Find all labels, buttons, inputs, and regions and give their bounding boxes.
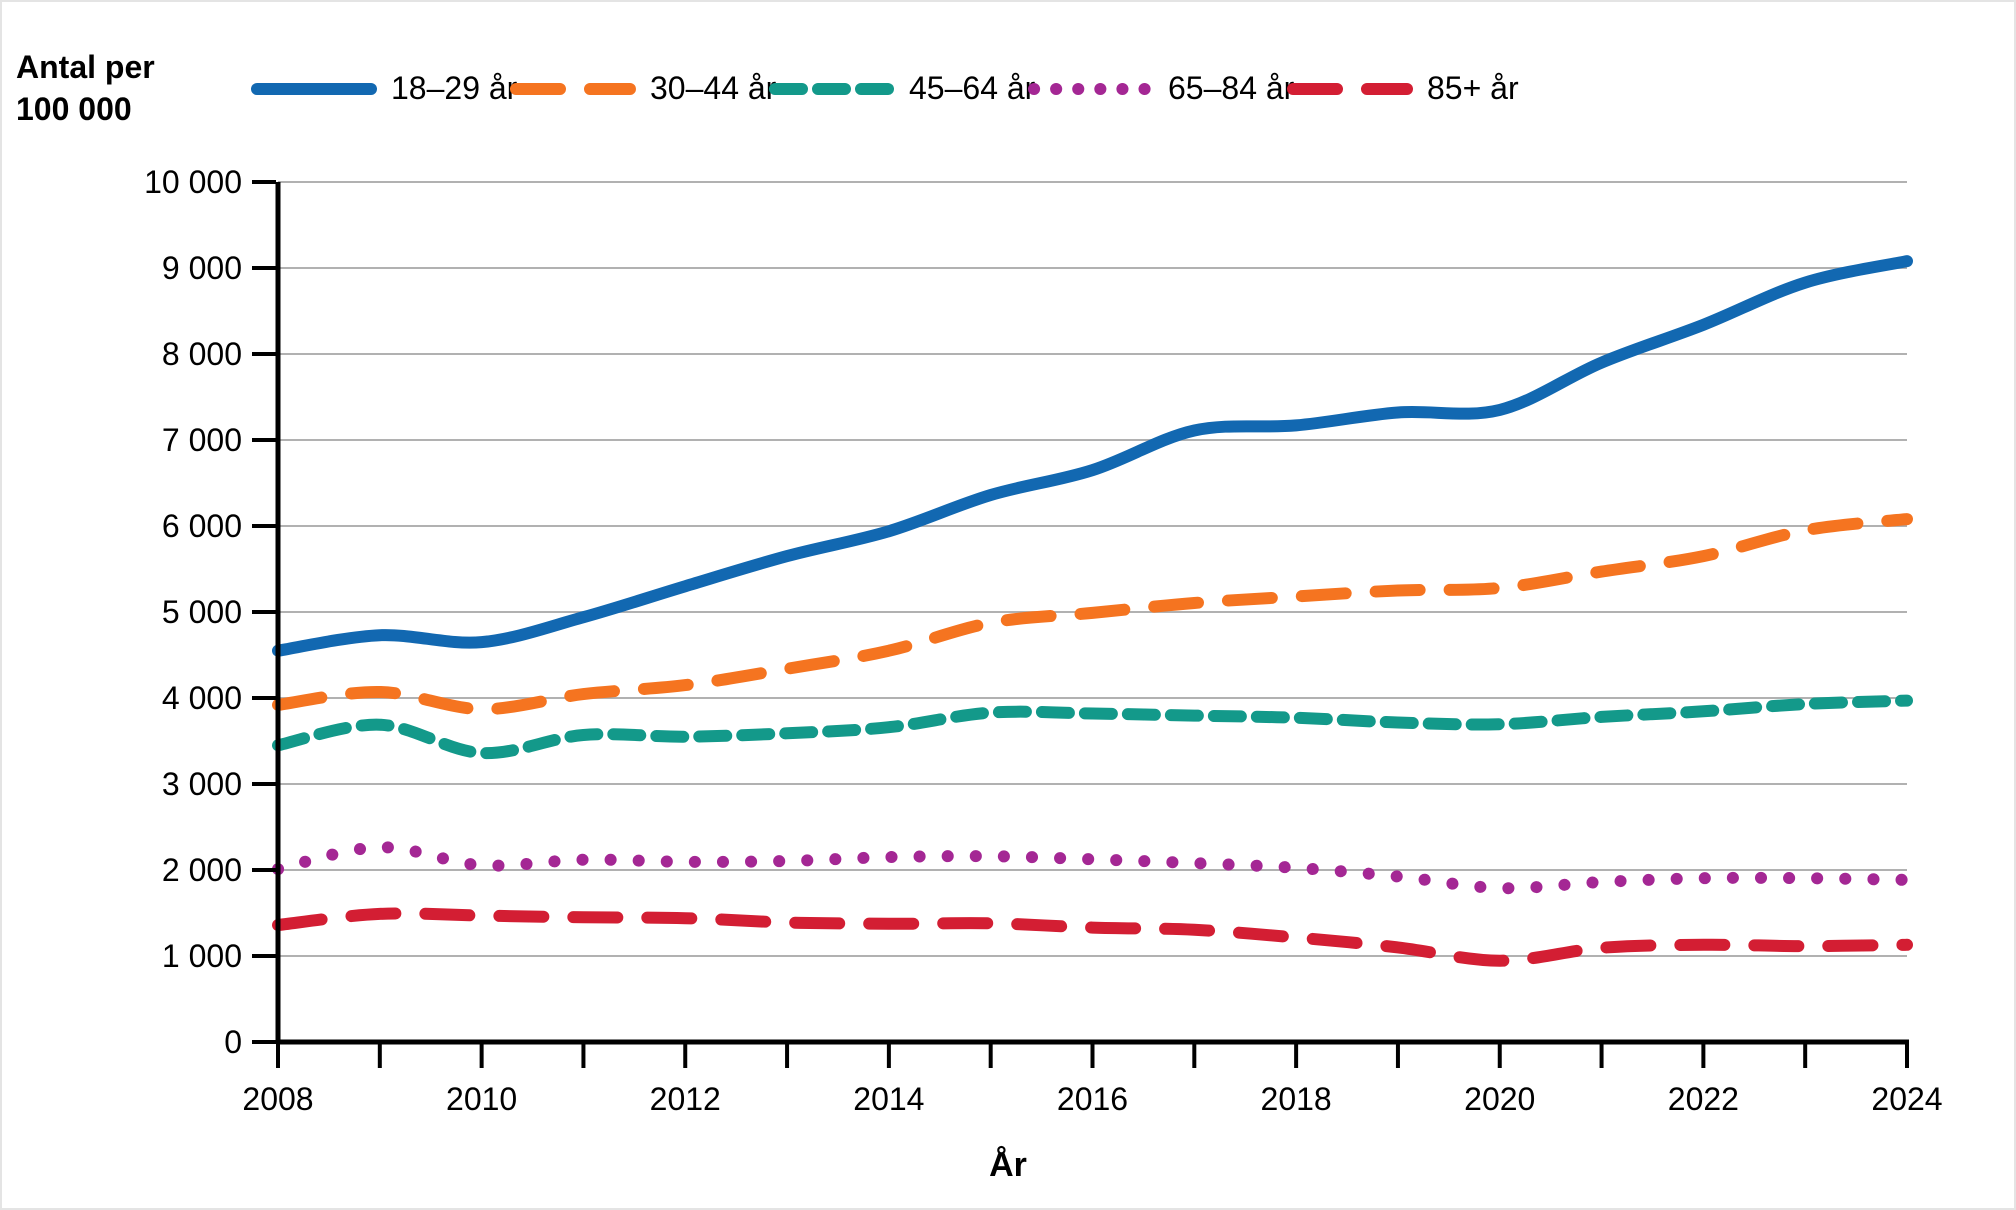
legend-label: 65–84 år [1168,70,1295,106]
y-tick-label: 7 000 [162,422,242,458]
series-line-5 [272,907,1913,967]
legend: 18–29 år 30–44 år 45–64 år 65–84 år 85+ år [250,70,1545,107]
x-tick-label: 2022 [1668,1081,1739,1117]
series-line-2 [272,513,1913,716]
x-tick-label: 2024 [1871,1081,1942,1117]
y-tick-label: 2 000 [162,852,242,888]
x-tick-label: 2008 [242,1081,313,1117]
x-tick-label: 2018 [1261,1081,1332,1117]
legend-label: 30–44 år [650,70,777,106]
series-line-3 [272,694,1913,760]
y-tick-label: 0 [224,1024,242,1060]
legend-label: 45–64 år [909,70,1036,106]
legend-swatch-dash [769,82,895,95]
legend-swatch-dot [1028,82,1154,95]
legend-item-4: 65–84 år [1027,70,1294,107]
legend-swatch-long-dash [1287,82,1413,95]
legend-item-5: 85+ år [1286,70,1545,107]
legend-item-1: 18–29 år [250,70,517,107]
x-tick-label: 2014 [853,1081,924,1117]
y-tick-label: 5 000 [162,594,242,630]
y-tick-label: 6 000 [162,508,242,544]
legend-label: 85+ år [1427,70,1519,106]
x-tick-label: 2020 [1464,1081,1535,1117]
legend-swatch-long-dash [510,82,636,95]
series-line-4 [272,841,1913,895]
y-tick-label: 4 000 [162,680,242,716]
legend-item-3: 45–64 år [768,70,1035,107]
x-tick-label: 2010 [446,1081,517,1117]
x-axis-title: År [989,1146,1027,1184]
legend-item-2: 30–44 år [509,70,776,107]
y-tick-label: 3 000 [162,766,242,802]
x-tick-label: 2016 [1057,1081,1128,1117]
y-axis-title: Antal per 100 000 [16,49,155,128]
y-tick-label: 9 000 [162,250,242,286]
y-tick-label: 1 000 [162,938,242,974]
y-tick-label: 8 000 [162,336,242,372]
series-line-1 [272,255,1913,657]
legend-swatch-solid [251,82,377,95]
x-tick-label: 2012 [650,1081,721,1117]
legend-label: 18–29 år [391,70,518,106]
y-tick-label: 10 000 [144,164,242,200]
